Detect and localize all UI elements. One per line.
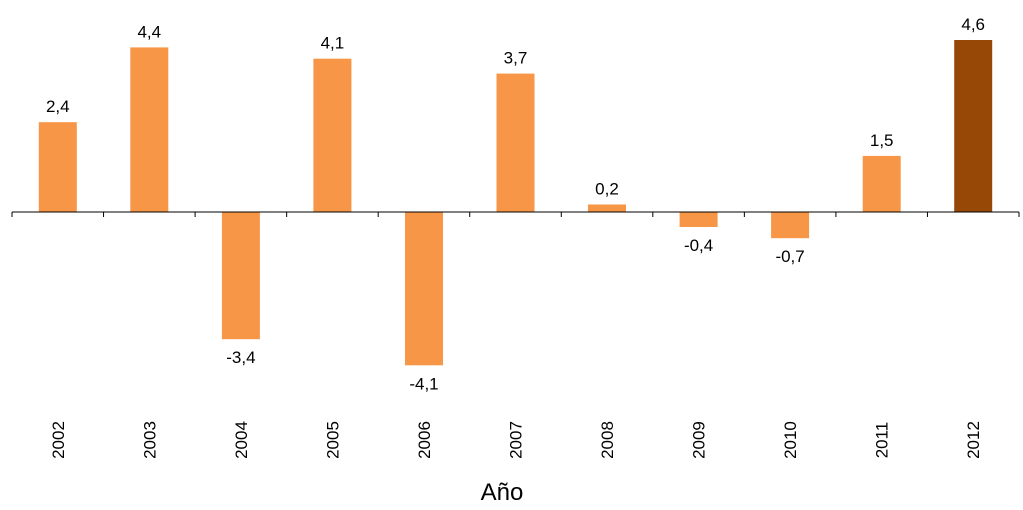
bar-2010 bbox=[771, 212, 810, 239]
bar-2012 bbox=[954, 40, 993, 212]
x-tick-label-2011: 2011 bbox=[873, 422, 892, 459]
data-label-2008: 0,2 bbox=[595, 180, 619, 199]
data-label-2004: -3,4 bbox=[226, 348, 255, 367]
data-label-2006: -4,1 bbox=[409, 374, 438, 393]
bar-2004 bbox=[221, 212, 260, 340]
x-tick-label-2009: 2009 bbox=[690, 421, 709, 459]
bar-2011 bbox=[862, 155, 901, 212]
bar-2006 bbox=[405, 212, 443, 366]
x-tick-label-2002: 2002 bbox=[49, 421, 68, 459]
bar-2009 bbox=[679, 212, 718, 227]
x-tick-label-2005: 2005 bbox=[323, 421, 342, 459]
x-axis-title: Año bbox=[481, 479, 524, 506]
data-label-2010: -0,7 bbox=[775, 247, 804, 266]
data-label-2005: 4,1 bbox=[321, 34, 345, 53]
bar-2003 bbox=[130, 47, 169, 213]
x-tick-label-2003: 2003 bbox=[140, 421, 159, 459]
bar-2007 bbox=[496, 73, 535, 212]
x-tick-label-2010: 2010 bbox=[781, 421, 800, 459]
bar-2008 bbox=[588, 204, 626, 212]
data-label-2003: 4,4 bbox=[137, 22, 161, 41]
bars-group bbox=[38, 40, 993, 366]
data-label-2007: 3,7 bbox=[504, 49, 528, 68]
x-tick-label-2004: 2004 bbox=[232, 421, 251, 459]
bar-2002 bbox=[38, 122, 77, 212]
data-labels-group: 2,4 4,4 -3,4 4,1 -4,1 3,7 0,2 -0,4 -0,7 1,5 4,6 bbox=[46, 15, 985, 393]
x-tick-label-2006: 2006 bbox=[415, 421, 434, 459]
bar-2005 bbox=[313, 58, 352, 213]
x-tick-label-2007: 2007 bbox=[507, 421, 526, 459]
x-tick-labels-group: 2002 2003 2004 2005 2006 2007 2008 2009 2010 2011… bbox=[49, 421, 983, 459]
data-label-2011: 1,5 bbox=[870, 131, 894, 150]
x-tick-label-2012: 2012 bbox=[964, 421, 983, 459]
data-label-2002: 2,4 bbox=[46, 97, 70, 116]
data-label-2012: 4,6 bbox=[961, 15, 985, 34]
x-axis bbox=[11, 211, 1020, 217]
data-label-2009: -0,4 bbox=[684, 236, 713, 255]
x-tick-label-2008: 2008 bbox=[598, 421, 617, 459]
